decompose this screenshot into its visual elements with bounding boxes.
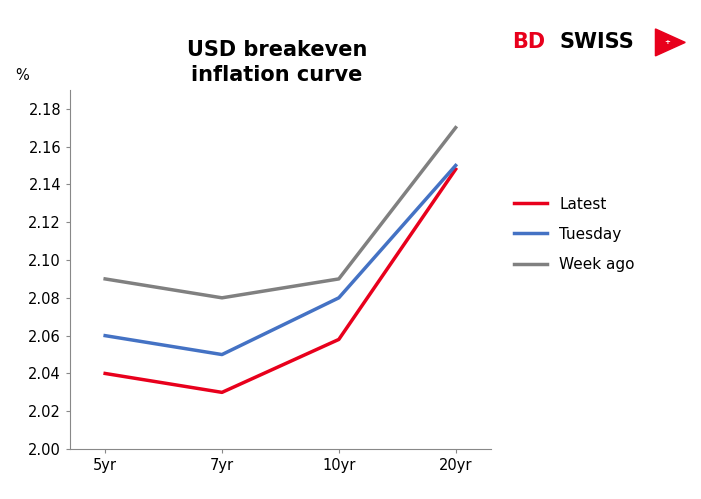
Week ago (101, 276, 109, 282)
Latest (101, 370, 109, 376)
Text: SWISS: SWISS (559, 32, 634, 52)
Week ago (218, 295, 226, 301)
Tuesday (218, 352, 226, 358)
Tuesday (451, 163, 460, 169)
Line: Week ago: Week ago (105, 128, 456, 298)
Tuesday (101, 333, 109, 339)
Line: Latest: Latest (105, 169, 456, 392)
Tuesday (334, 295, 343, 301)
Line: Tuesday: Tuesday (105, 166, 456, 355)
Latest (334, 336, 343, 342)
Text: %: % (15, 68, 29, 83)
Text: BD: BD (512, 32, 545, 52)
Week ago (451, 125, 460, 131)
Week ago (334, 276, 343, 282)
Latest (451, 166, 460, 172)
Legend: Latest, Tuesday, Week ago: Latest, Tuesday, Week ago (508, 191, 641, 278)
Latest (218, 389, 226, 395)
Polygon shape (655, 29, 685, 56)
Text: +: + (665, 39, 671, 45)
Text: USD breakeven
inflation curve: USD breakeven inflation curve (186, 40, 367, 85)
